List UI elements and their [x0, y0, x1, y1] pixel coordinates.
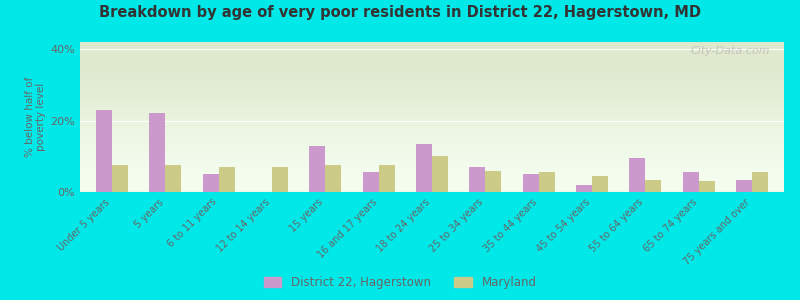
Bar	[630, 158, 646, 192]
Bar	[112, 165, 128, 192]
Bar	[326, 165, 342, 192]
Text: City-Data.com: City-Data.com	[690, 46, 770, 56]
Bar	[592, 176, 608, 192]
Bar	[416, 144, 432, 192]
Bar	[646, 179, 662, 192]
Bar	[310, 146, 326, 192]
Bar	[538, 172, 554, 192]
Bar	[698, 181, 714, 192]
Bar	[576, 185, 592, 192]
Bar	[682, 172, 698, 192]
Bar	[378, 165, 394, 192]
Bar	[486, 171, 502, 192]
Bar	[150, 113, 166, 192]
Bar	[96, 110, 112, 192]
Y-axis label: % below half of
poverty level: % below half of poverty level	[25, 77, 46, 157]
Bar	[362, 172, 378, 192]
Bar	[432, 156, 448, 192]
Bar	[470, 167, 486, 192]
Legend: District 22, Hagerstown, Maryland: District 22, Hagerstown, Maryland	[259, 272, 541, 294]
Bar	[218, 167, 234, 192]
Text: Breakdown by age of very poor residents in District 22, Hagerstown, MD: Breakdown by age of very poor residents …	[99, 4, 701, 20]
Bar	[272, 167, 288, 192]
Bar	[166, 165, 182, 192]
Bar	[522, 174, 538, 192]
Bar	[752, 172, 768, 192]
Bar	[736, 179, 752, 192]
Bar	[202, 174, 218, 192]
